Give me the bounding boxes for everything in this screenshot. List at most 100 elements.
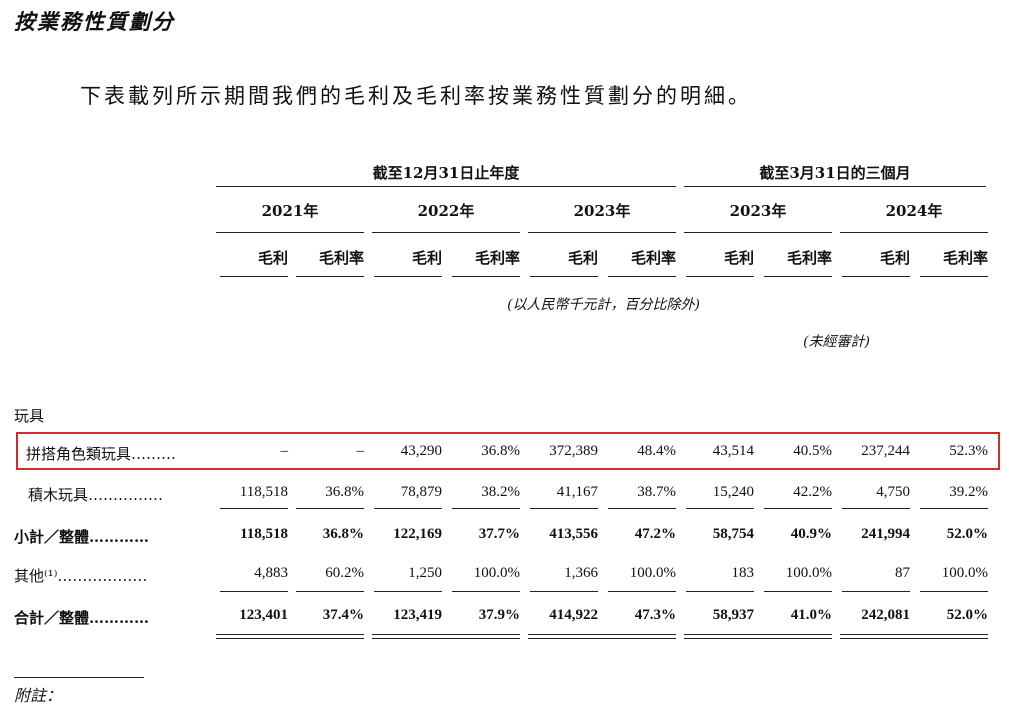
year-rule [372, 232, 520, 233]
column-rule [452, 276, 520, 277]
table-cell: 100.0% [941, 565, 988, 581]
subtotal-rule [764, 508, 832, 509]
subtotal-rule [220, 508, 288, 509]
subtotal-rule [842, 508, 910, 509]
double-total-rule [216, 634, 364, 639]
table-cell: 1,366 [564, 565, 598, 581]
double-total-rule [840, 634, 988, 639]
unaudited-note: (未經審計) [803, 334, 870, 350]
table-cell: 43,290 [400, 443, 442, 459]
total-rule [686, 591, 754, 592]
column-header: 毛利率 [942, 249, 988, 267]
year-header: 2022年 [417, 202, 475, 220]
year-rule [216, 232, 364, 233]
table-cell: 37.9% [478, 607, 520, 623]
table-cell: 48.4% [637, 443, 676, 459]
year-header: 2023年 [573, 202, 631, 220]
section-heading: 按業務性質劃分 [14, 9, 175, 34]
table-cell: 237,244 [861, 443, 910, 459]
table-cell: 100.0% [629, 565, 676, 581]
footnote-label: 附註： [14, 686, 63, 705]
subtotal-rule [608, 508, 676, 509]
row-label: 合計／整體………… [14, 609, 150, 627]
table-cell: 4,750 [876, 484, 910, 500]
table-cell: 58,937 [712, 607, 754, 623]
quarter-group-header: 截至3月31日的三個月 [759, 164, 911, 182]
subtotal-rule [530, 508, 598, 509]
column-header: 毛利率 [474, 249, 520, 267]
table-cell: 123,419 [393, 607, 442, 623]
double-total-rule [528, 634, 676, 639]
table-cell: 15,240 [712, 484, 754, 500]
table-cell: 43,514 [712, 443, 754, 459]
column-header: 毛利 [257, 249, 288, 267]
column-rule [608, 276, 676, 277]
table-cell: 241,994 [861, 526, 910, 542]
table-cell: 37.7% [478, 526, 520, 542]
total-rule [530, 591, 598, 592]
table-cell: 123,401 [239, 607, 288, 623]
table-cell: 4,883 [254, 565, 288, 581]
table-cell: 38.2% [481, 484, 520, 500]
subtotal-rule [920, 508, 988, 509]
table-cell: 87 [895, 565, 910, 581]
table-cell: 36.8% [325, 484, 364, 500]
table-cell: 36.8% [481, 443, 520, 459]
subtotal-rule [374, 508, 442, 509]
double-total-rule [372, 634, 520, 639]
table-cell: – [280, 443, 289, 459]
year-rule [528, 232, 676, 233]
table-cell: 414,922 [549, 607, 598, 623]
table-cell: 78,879 [400, 484, 442, 500]
total-rule [296, 591, 364, 592]
table-cell: 118,518 [239, 484, 288, 500]
unit-note: (以人民幣千元計，百分比除外) [507, 297, 700, 313]
year-header: 2021年 [261, 202, 319, 220]
subtotal-rule [686, 508, 754, 509]
table-cell: 242,081 [861, 607, 910, 623]
total-rule [842, 591, 910, 592]
table-cell: 39.2% [949, 484, 988, 500]
column-header: 毛利率 [786, 249, 832, 267]
column-rule [296, 276, 364, 277]
table-cell: 183 [731, 565, 755, 581]
column-rule [220, 276, 288, 277]
table-cell: 372,389 [549, 443, 598, 459]
table-cell: 413,556 [549, 526, 598, 542]
quarter-group-rule [684, 186, 986, 187]
table-cell: 47.2% [634, 526, 676, 542]
highlight-box [16, 432, 1000, 470]
subtotal-rule [452, 508, 520, 509]
year-rule [840, 232, 988, 233]
table-cell: 100.0% [473, 565, 520, 581]
column-header: 毛利率 [630, 249, 676, 267]
row-label: 拼搭角色類玩具……… [26, 445, 177, 463]
table-cell: 47.3% [634, 607, 676, 623]
total-rule [452, 591, 520, 592]
table-cell: 52.3% [949, 443, 988, 459]
table-cell: 52.0% [946, 526, 988, 542]
double-total-rule [684, 634, 832, 639]
table-cell: 118,518 [240, 526, 288, 542]
total-rule [374, 591, 442, 592]
column-rule [920, 276, 988, 277]
year-rule [684, 232, 832, 233]
year-header: 2023年 [729, 202, 787, 220]
table-cell: 52.0% [946, 607, 988, 623]
table-cell: 40.9% [790, 526, 832, 542]
column-header: 毛利 [879, 249, 910, 267]
column-rule [764, 276, 832, 277]
total-rule [920, 591, 988, 592]
row-label: 小計／整體………… [14, 528, 150, 546]
table-cell: 37.4% [322, 607, 364, 623]
table-cell: 38.7% [637, 484, 676, 500]
annual-group-header: 截至12月31日止年度 [372, 164, 520, 182]
section-label-toys: 玩具 [14, 407, 45, 425]
table-cell: 100.0% [785, 565, 832, 581]
column-rule [686, 276, 754, 277]
row-label: 積木玩具…………… [28, 486, 164, 504]
table-cell: 1,250 [408, 565, 442, 581]
table-cell: 40.5% [793, 443, 832, 459]
column-header: 毛利 [411, 249, 442, 267]
column-header: 毛利 [567, 249, 598, 267]
